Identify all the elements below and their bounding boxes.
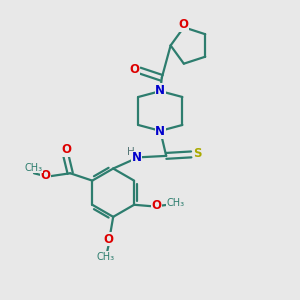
Text: S: S xyxy=(194,147,202,160)
Text: O: O xyxy=(179,18,189,32)
Text: O: O xyxy=(129,62,140,76)
Text: N: N xyxy=(155,125,165,138)
Text: CH₃: CH₃ xyxy=(166,198,184,208)
Text: O: O xyxy=(41,169,51,182)
Text: CH₃: CH₃ xyxy=(97,252,115,262)
Text: H: H xyxy=(127,147,135,157)
Text: N: N xyxy=(132,152,142,164)
Text: CH₃: CH₃ xyxy=(24,163,43,173)
Text: N: N xyxy=(155,84,165,97)
Text: O: O xyxy=(61,143,71,157)
Text: O: O xyxy=(151,199,161,212)
Text: O: O xyxy=(104,233,114,246)
